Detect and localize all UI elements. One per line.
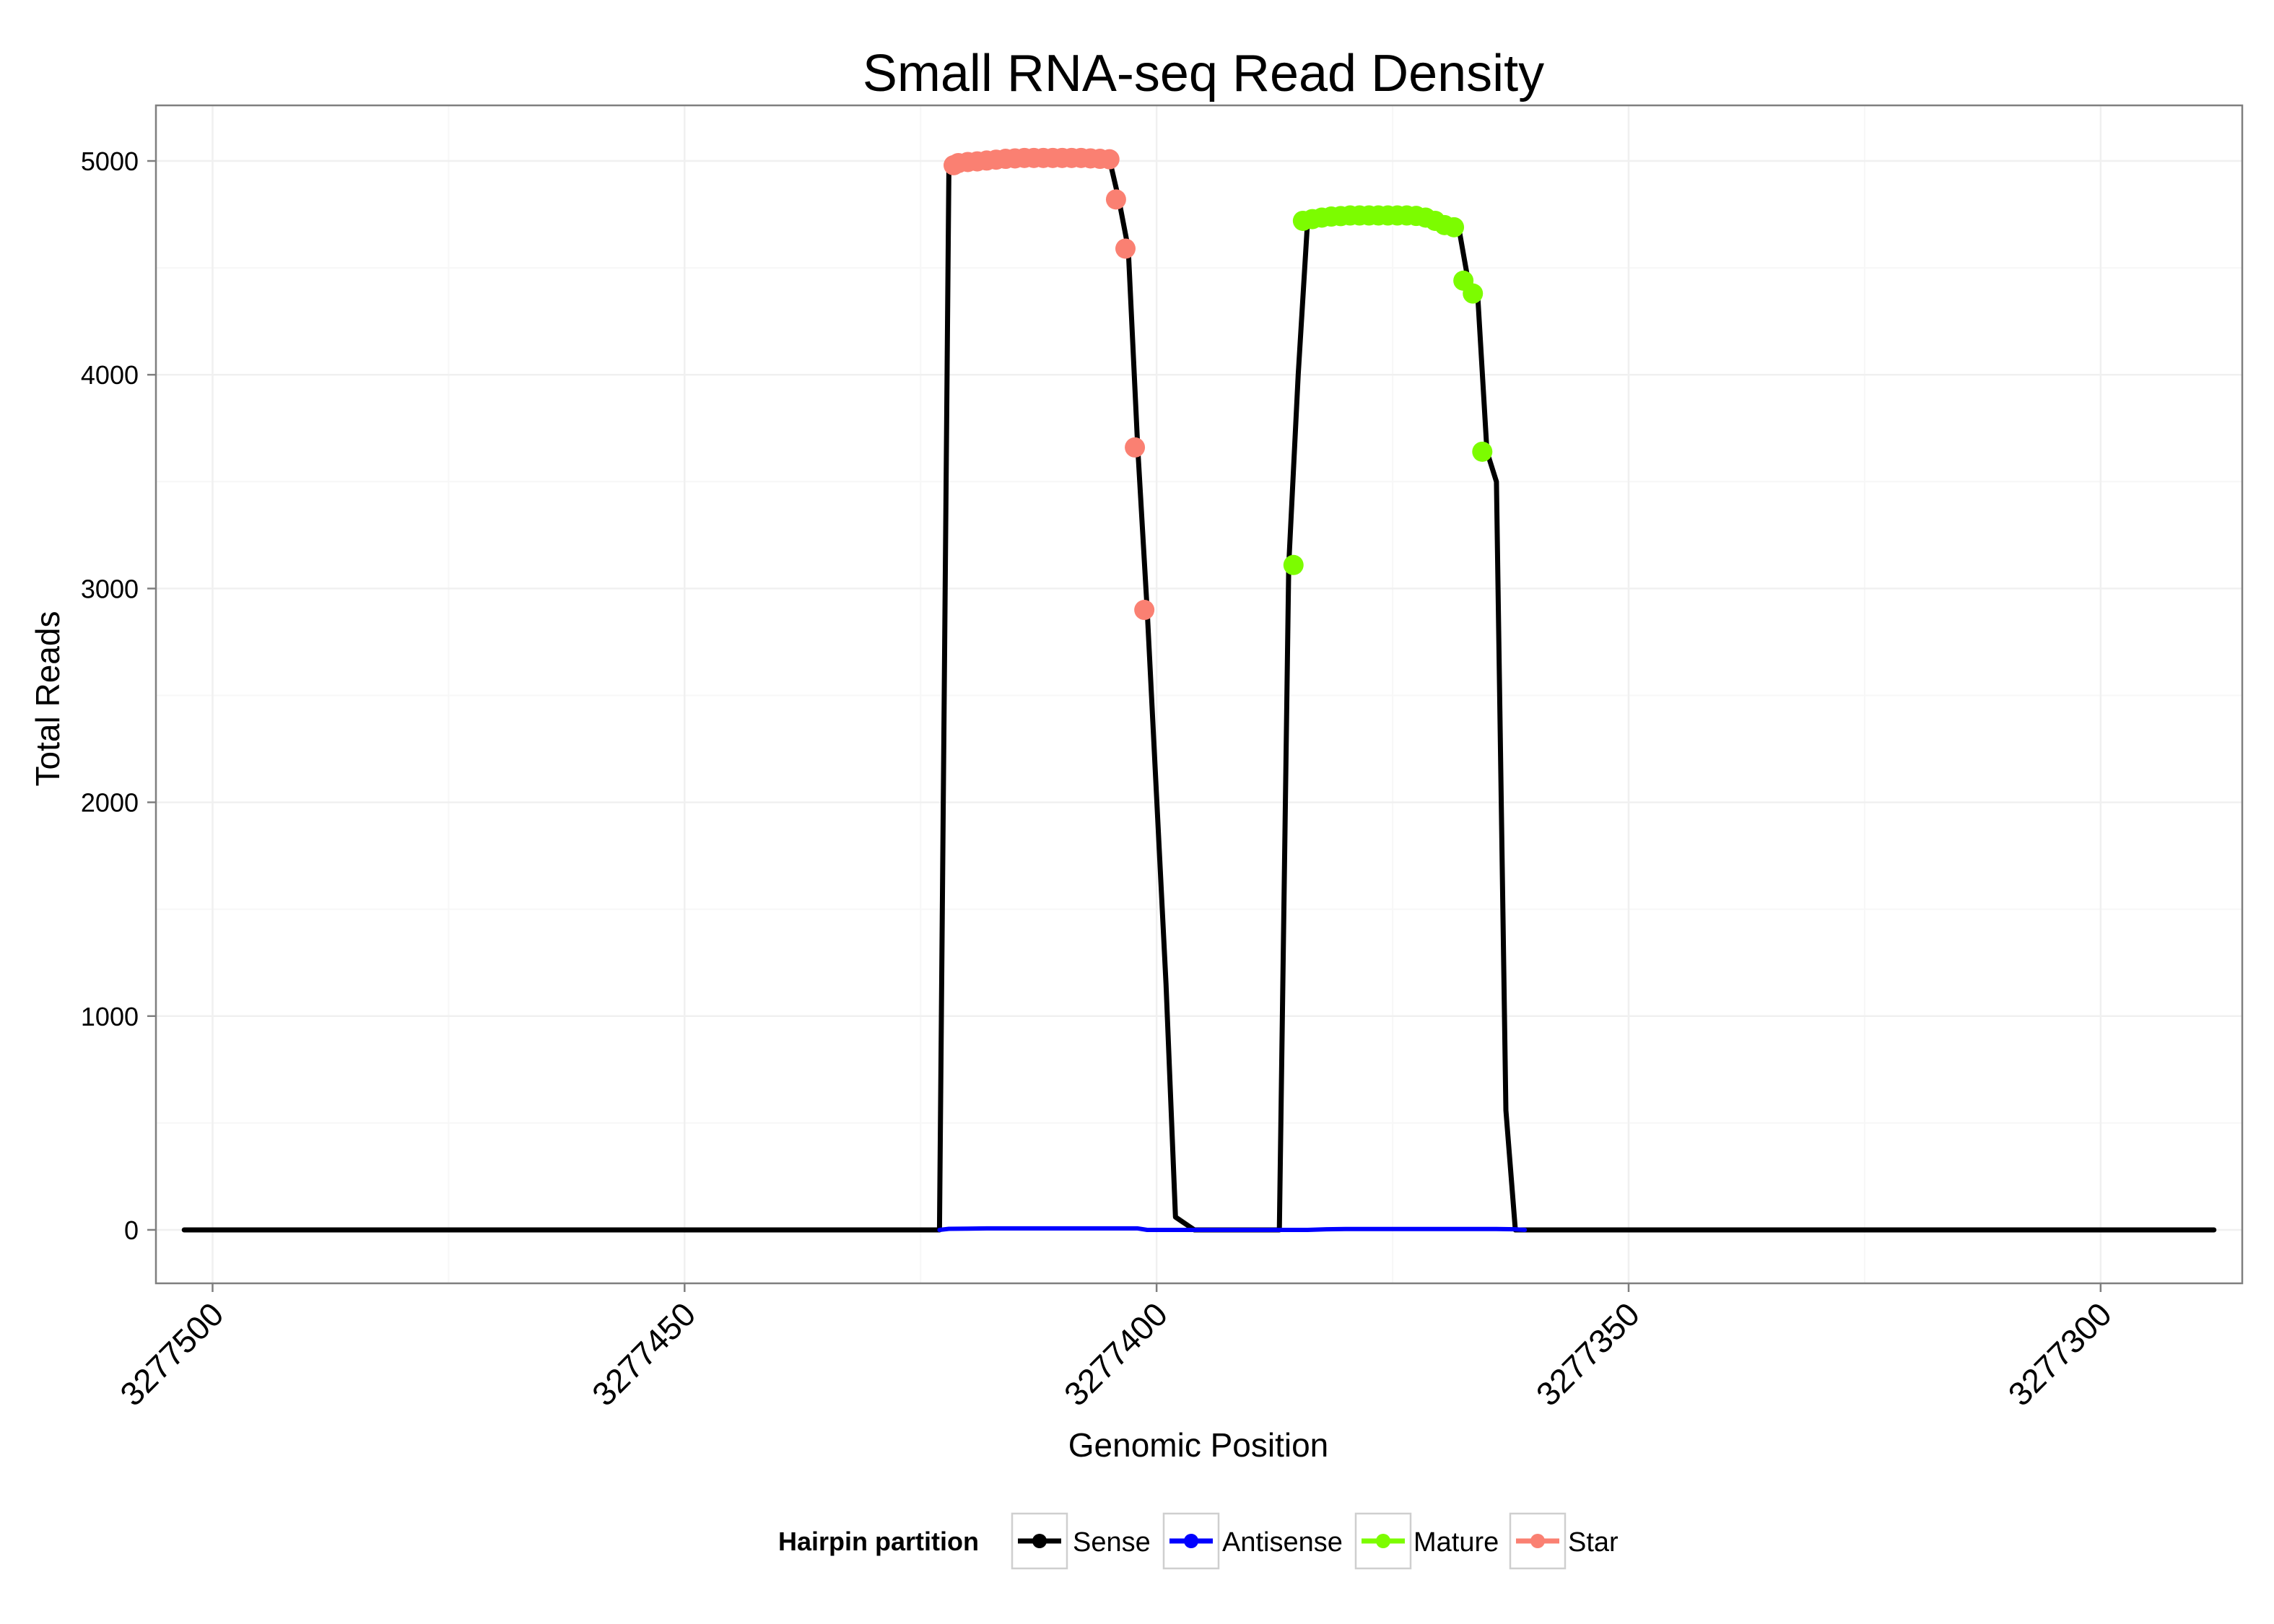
y-tick-label: 1000 [81,1002,139,1031]
plot-border [154,104,2244,1285]
legend-label-antisense: Antisense [1222,1527,1343,1558]
y-tick-label: 2000 [81,788,139,818]
data-point-mature [1283,554,1304,575]
data-point-star [1105,189,1126,210]
legend-label-mature: Mature [1413,1527,1499,1558]
legend-marker-star [1530,1534,1545,1548]
data-point-mature [1444,217,1465,237]
x-axis-label: Genomic Position [1068,1426,1329,1464]
legend: Hairpin partition Sense Antisense Mature St… [778,1512,1619,1570]
data-point-mature [1463,283,1484,304]
y-tick-label: 3000 [81,574,139,603]
y-tick-label: 4000 [81,360,139,390]
legend-marker-mature [1376,1534,1390,1548]
y-tick-label: 0 [124,1215,139,1245]
series-line-antisense [937,1226,1528,1232]
legend-marker-sense [1032,1534,1047,1548]
data-point-star [1125,437,1146,458]
data-point-star [1099,149,1120,170]
data-point-star [1115,238,1136,259]
plot-panel [156,105,2242,1283]
legend-label-star: Star [1568,1527,1619,1558]
data-point-mature [1472,441,1493,462]
y-tick-label: 5000 [81,147,139,176]
chart-title: Small RNA-seq Read Density [863,45,1544,102]
legend-marker-antisense [1184,1534,1198,1548]
legend-title: Hairpin partition [778,1527,979,1556]
y-axis-label: Total Reads [29,611,66,787]
data-point-star [1134,600,1155,621]
legend-label-sense: Sense [1073,1527,1151,1558]
